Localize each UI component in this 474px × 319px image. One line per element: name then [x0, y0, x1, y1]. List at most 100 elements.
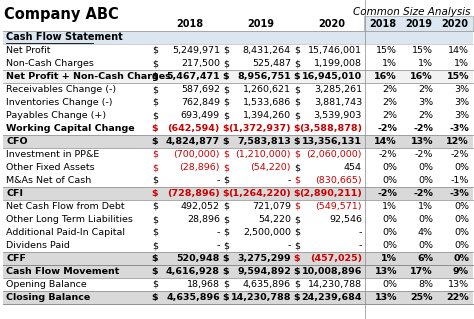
Text: $: $: [222, 254, 229, 263]
Text: 3%: 3%: [454, 111, 469, 120]
Bar: [3, 44, 473, 57]
Text: 0%: 0%: [453, 254, 469, 263]
Text: 3,275,299: 3,275,299: [237, 254, 291, 263]
Text: -2%: -2%: [413, 124, 433, 133]
Text: -2%: -2%: [379, 150, 397, 159]
Bar: [3, 291, 473, 304]
Text: 0%: 0%: [382, 163, 397, 172]
Text: $: $: [223, 202, 229, 211]
Text: 14,230,788: 14,230,788: [308, 280, 362, 289]
Text: $: $: [294, 150, 300, 159]
Text: Closing Balance: Closing Balance: [6, 293, 90, 302]
Text: $: $: [294, 85, 300, 94]
Text: 0%: 0%: [382, 215, 397, 224]
Bar: [3, 239, 473, 252]
Text: 13%: 13%: [410, 137, 433, 146]
Text: 2020: 2020: [441, 19, 468, 29]
Text: 5,467,471: 5,467,471: [166, 72, 220, 81]
Text: 3%: 3%: [454, 85, 469, 94]
Text: 12%: 12%: [447, 137, 469, 146]
Text: 8,956,751: 8,956,751: [237, 72, 291, 81]
Text: $: $: [152, 150, 158, 159]
Text: 0%: 0%: [418, 215, 433, 224]
Text: $: $: [152, 98, 158, 107]
Text: $: $: [293, 124, 300, 133]
Text: 1,199,008: 1,199,008: [314, 59, 362, 68]
Text: 28,896: 28,896: [187, 215, 220, 224]
Text: $: $: [151, 293, 158, 302]
Text: 693,499: 693,499: [181, 111, 220, 120]
Text: 17%: 17%: [410, 267, 433, 276]
Text: (728,896): (728,896): [167, 189, 220, 198]
Text: Additional Paid-In Capital: Additional Paid-In Capital: [6, 228, 125, 237]
Text: 2%: 2%: [382, 98, 397, 107]
Text: $: $: [222, 267, 229, 276]
Text: $: $: [294, 163, 300, 172]
Text: 0%: 0%: [382, 280, 397, 289]
Text: -: -: [359, 241, 362, 250]
Text: 14%: 14%: [374, 137, 397, 146]
Text: $: $: [223, 241, 229, 250]
Bar: [3, 83, 473, 96]
Text: $: $: [223, 163, 229, 172]
Text: M&As Net of Cash: M&As Net of Cash: [6, 176, 91, 185]
Text: 22%: 22%: [447, 293, 469, 302]
Text: 2018: 2018: [369, 19, 397, 29]
Text: 16%: 16%: [410, 72, 433, 81]
Text: $: $: [293, 254, 300, 263]
Text: $: $: [294, 98, 300, 107]
Bar: [3, 200, 473, 213]
Text: 15%: 15%: [412, 46, 433, 55]
Text: 3,881,743: 3,881,743: [314, 98, 362, 107]
Text: $: $: [294, 176, 300, 185]
Text: $: $: [222, 293, 229, 302]
Text: (2,060,000): (2,060,000): [307, 150, 362, 159]
Bar: [3, 31, 473, 44]
Text: -: -: [288, 241, 291, 250]
Text: $: $: [293, 189, 300, 198]
Bar: [3, 226, 473, 239]
Text: $: $: [294, 280, 300, 289]
Text: $: $: [222, 189, 229, 198]
Text: 2%: 2%: [382, 111, 397, 120]
Text: $: $: [151, 189, 158, 198]
Text: 0%: 0%: [454, 215, 469, 224]
Text: 7,583,813: 7,583,813: [237, 137, 291, 146]
Text: -: -: [217, 228, 220, 237]
Text: 14,230,788: 14,230,788: [230, 293, 291, 302]
Text: (549,571): (549,571): [316, 202, 362, 211]
Text: $: $: [294, 59, 300, 68]
Text: 6%: 6%: [417, 254, 433, 263]
Bar: [3, 252, 473, 265]
Text: 3,285,261: 3,285,261: [314, 85, 362, 94]
Text: 16%: 16%: [374, 72, 397, 81]
Text: $: $: [222, 72, 229, 81]
Text: 16,945,010: 16,945,010: [302, 72, 362, 81]
Bar: [3, 135, 473, 148]
Text: 0%: 0%: [382, 176, 397, 185]
Text: 2%: 2%: [418, 111, 433, 120]
Text: 2018: 2018: [176, 19, 203, 29]
Text: (457,025): (457,025): [310, 254, 362, 263]
Text: 1%: 1%: [382, 202, 397, 211]
Text: Net Profit: Net Profit: [6, 46, 51, 55]
Text: $: $: [152, 215, 158, 224]
Text: Net Profit + Non-Cash Charges: Net Profit + Non-Cash Charges: [6, 72, 171, 81]
Text: -2%: -2%: [413, 189, 433, 198]
Bar: [364, 16, 473, 31]
Text: 13%: 13%: [374, 267, 397, 276]
Text: (3,588,878): (3,588,878): [299, 124, 362, 133]
Text: Inventories Change (-): Inventories Change (-): [6, 98, 112, 107]
Text: $: $: [223, 59, 229, 68]
Text: 4%: 4%: [418, 228, 433, 237]
Text: CFO: CFO: [6, 137, 27, 146]
Text: 0%: 0%: [454, 228, 469, 237]
Text: 217,500: 217,500: [181, 59, 220, 68]
Text: 8%: 8%: [418, 280, 433, 289]
Text: 0%: 0%: [454, 163, 469, 172]
Bar: [3, 278, 473, 291]
Text: 0%: 0%: [454, 202, 469, 211]
Text: (830,665): (830,665): [315, 176, 362, 185]
Text: $: $: [152, 59, 158, 68]
Text: 3%: 3%: [418, 98, 433, 107]
